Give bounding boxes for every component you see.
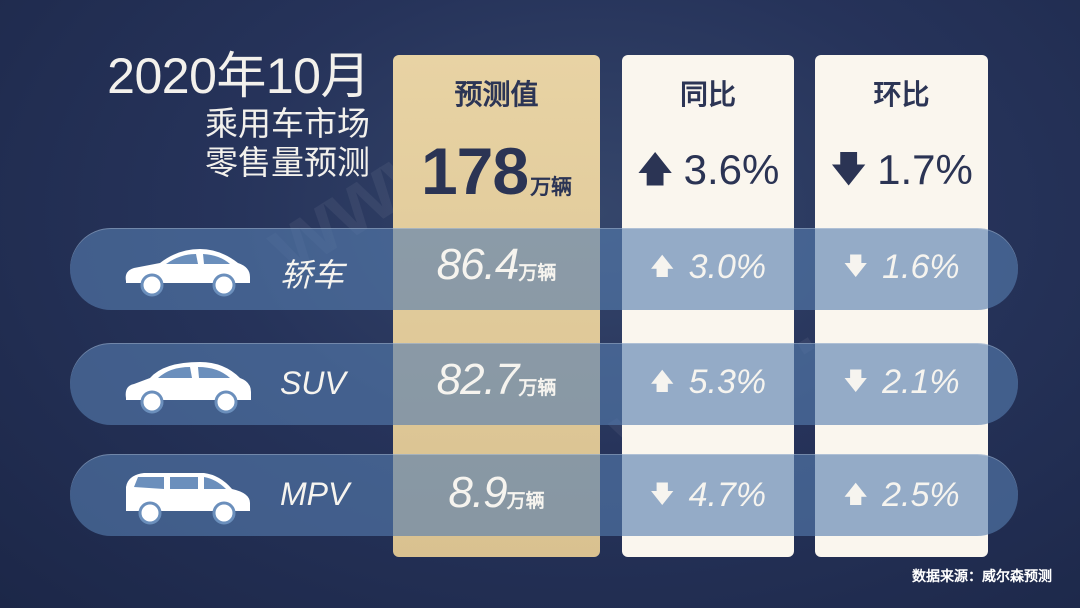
row-label: SUV [280, 365, 346, 401]
suv-yoy-value: 5.3% [688, 363, 767, 401]
total-mom: 🡇 1.7% [815, 143, 988, 204]
arrow-up-icon: 🡅 [649, 368, 675, 395]
sedan-forecast: 86.4万辆 [393, 240, 600, 290]
page-title: 2020年10月 [107, 48, 370, 104]
suv-forecast-value: 82.7 [436, 355, 520, 404]
mpv-mom-value: 2.5% [882, 476, 960, 514]
row-sedan: 轿车 [70, 228, 1018, 310]
sedan-mom-value: 1.6% [882, 248, 960, 286]
row-label: 轿车 [280, 257, 345, 293]
mpv-forecast-value: 8.9 [448, 468, 507, 517]
subtitle-line-2: 零售量预测 [205, 144, 370, 181]
row-label: MPV [280, 476, 350, 512]
suv-mom-value: 2.1% [882, 363, 960, 401]
arrow-down-icon: 🡇 [843, 368, 869, 395]
mpv-yoy-value: 4.7% [688, 476, 767, 514]
subtitle-line-1: 乘用车市场 [205, 105, 370, 142]
row-suv: SUV [70, 343, 1018, 425]
total-yoy: 🡅 3.6% [622, 143, 794, 204]
arrow-up-icon: 🡅 [649, 253, 675, 280]
arrow-down-icon: 🡇 [843, 253, 869, 280]
sedan-yoy-value: 3.0% [688, 248, 767, 286]
total-mom-value: 1.7% [877, 146, 973, 193]
data-source: 数据来源：威尔森预测 [912, 568, 1052, 584]
suv-forecast: 82.7万辆 [393, 355, 600, 405]
mpv-forecast: 8.9万辆 [393, 468, 600, 518]
mpv-icon [126, 473, 250, 525]
row-mpv: MPV [70, 454, 1018, 536]
total-forecast-value: 178 [420, 134, 529, 208]
suv-forecast-unit: 万辆 [518, 378, 557, 399]
total-forecast-unit: 万辆 [530, 176, 573, 199]
arrow-up-icon: 🡅 [843, 481, 869, 508]
sedan-forecast-value: 86.4 [436, 240, 520, 289]
mom-header: 环比 [873, 79, 930, 110]
sedan-icon [125, 249, 250, 297]
arrow-down-icon: 🡇 [830, 148, 868, 189]
arrow-up-icon: 🡅 [636, 148, 674, 189]
total-yoy-value: 3.6% [683, 146, 780, 193]
sedan-mom: 🡇 1.6% [815, 248, 988, 290]
forecast-header: 预测值 [454, 79, 539, 110]
sedan-forecast-unit: 万辆 [518, 263, 557, 284]
sedan-yoy: 🡅 3.0% [622, 248, 794, 290]
mpv-yoy: 🡇 4.7% [622, 476, 794, 518]
suv-mom: 🡇 2.1% [815, 363, 988, 405]
mpv-forecast-unit: 万辆 [506, 491, 545, 512]
arrow-down-icon: 🡇 [649, 481, 675, 508]
yoy-header: 同比 [679, 79, 736, 110]
title-block: 2020年10月 乘用车市场 零售量预测 [60, 48, 370, 182]
mpv-mom: 🡅 2.5% [815, 476, 988, 518]
suv-yoy: 🡅 5.3% [622, 363, 794, 405]
total-forecast: 178万辆 [393, 133, 600, 209]
suv-icon [125, 362, 251, 414]
